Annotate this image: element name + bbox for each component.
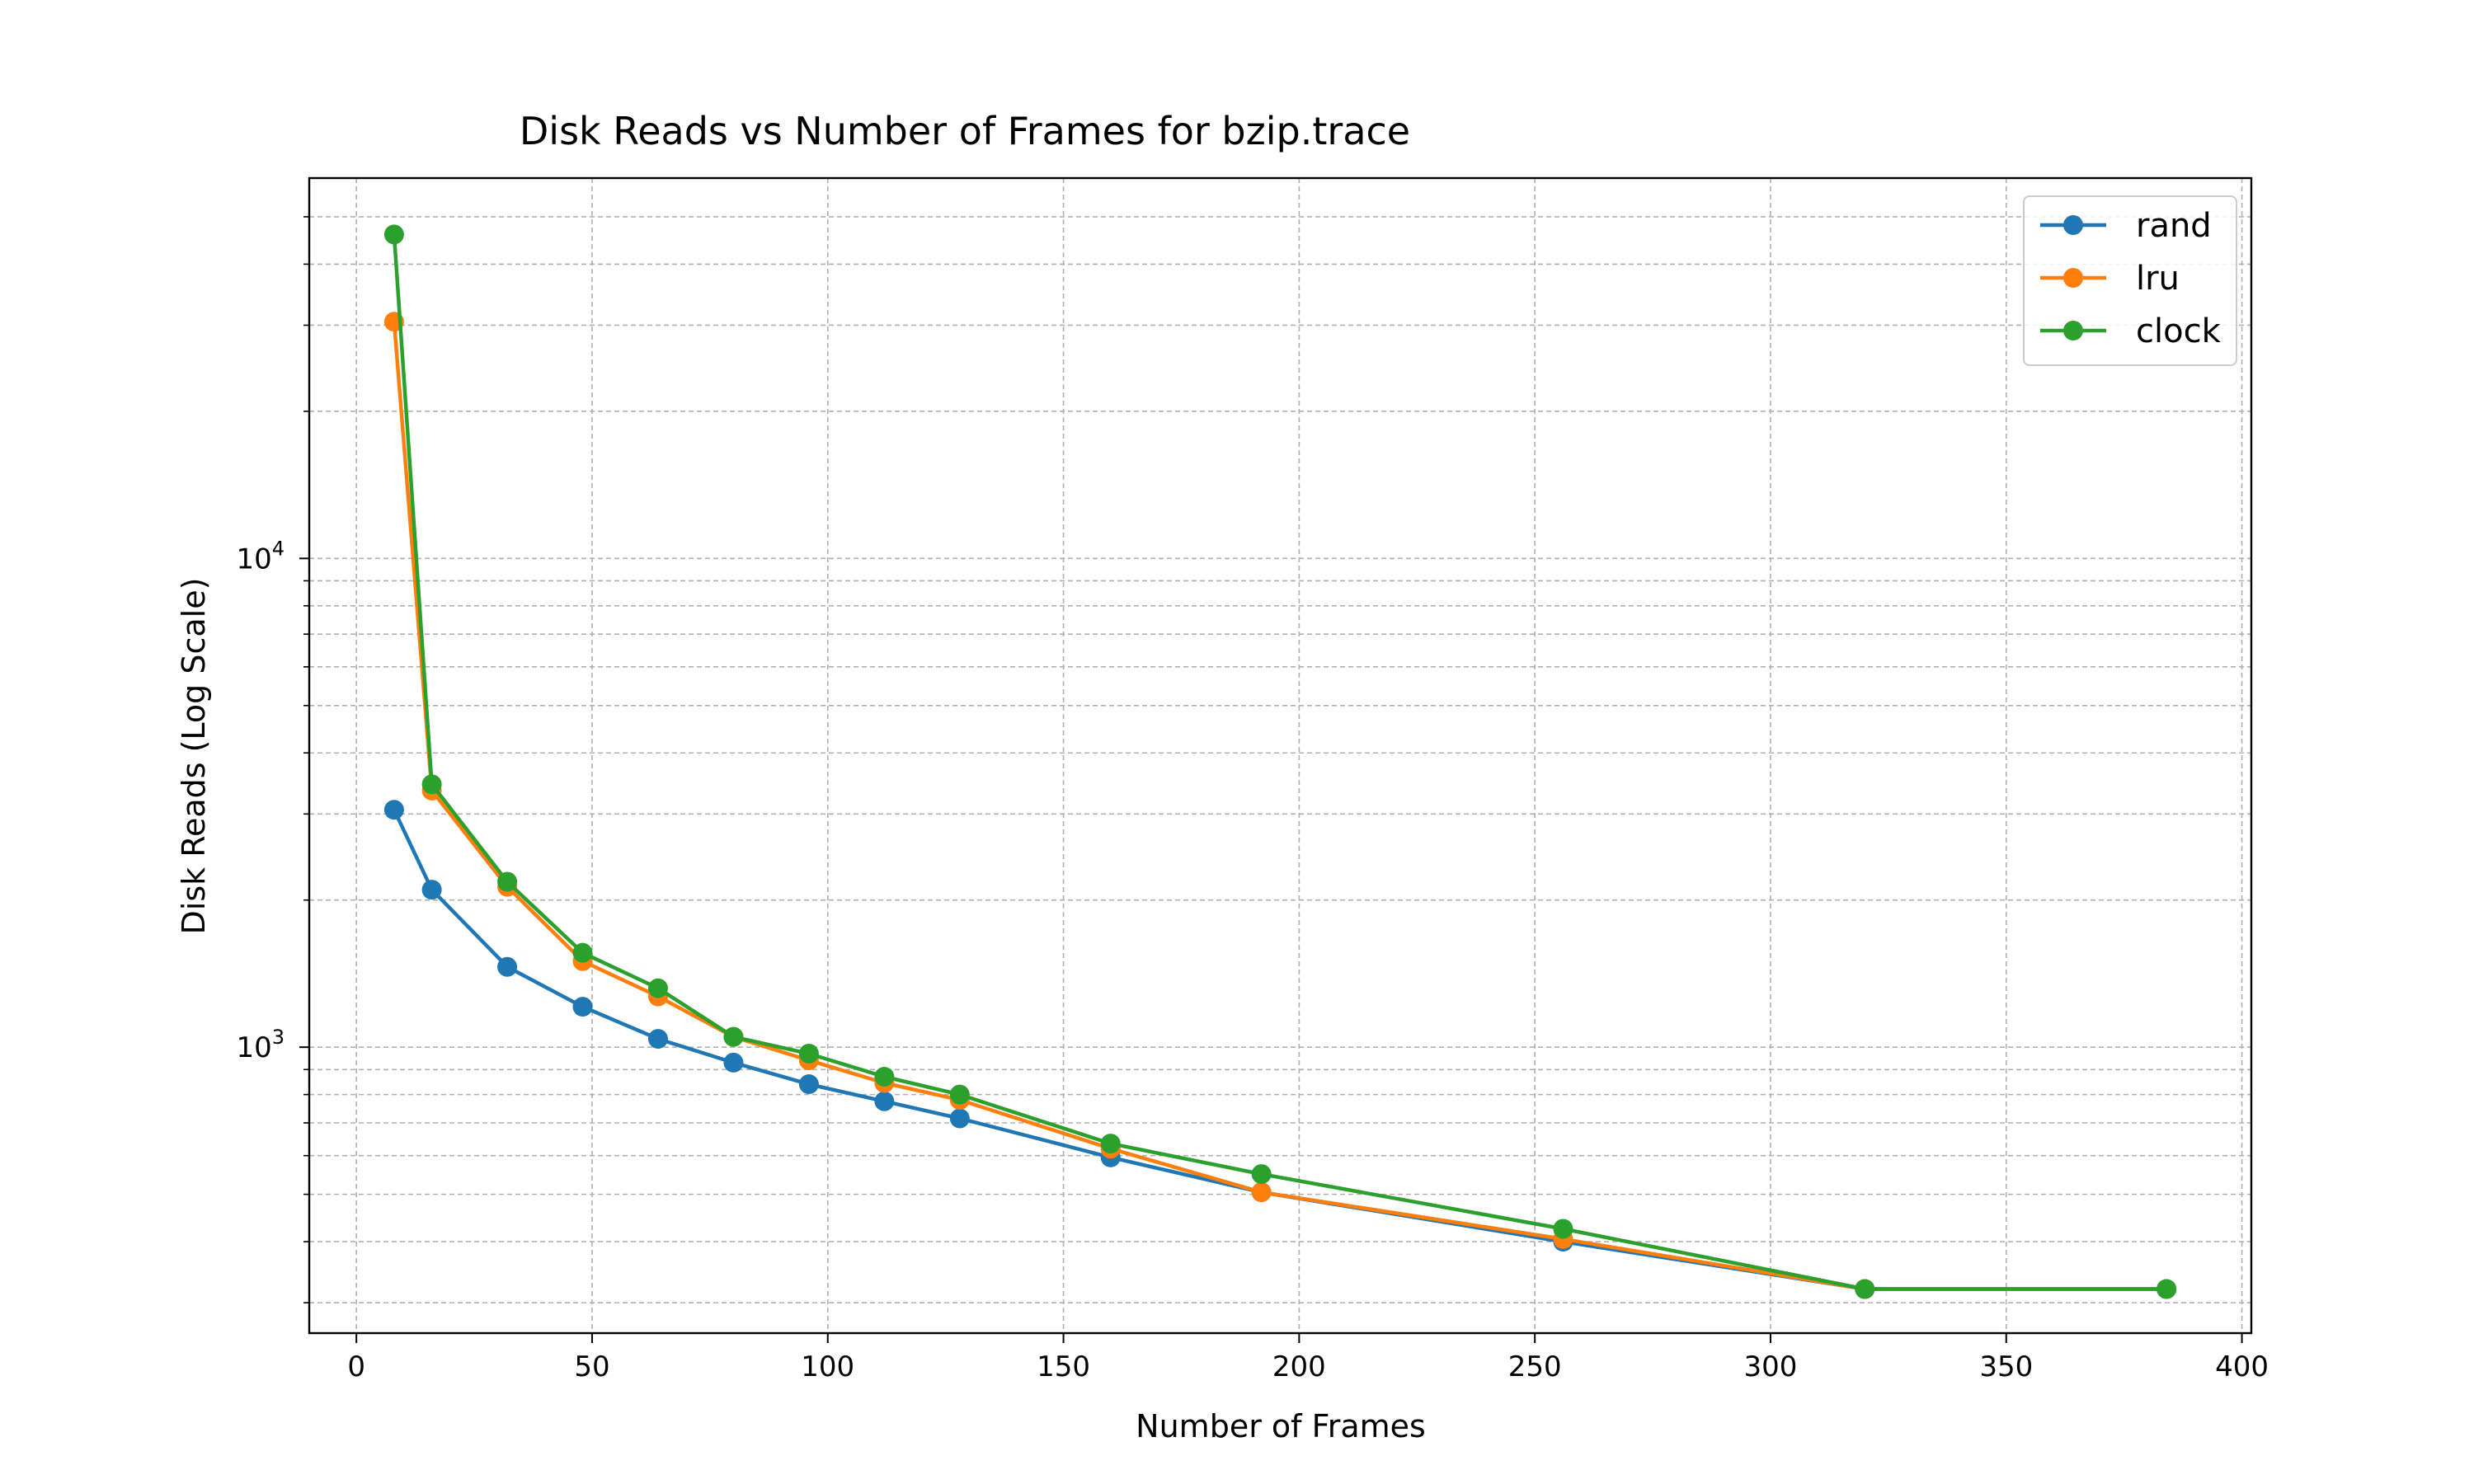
x-tick-label: 300	[1744, 1350, 1798, 1383]
plot-area-frame	[308, 176, 2253, 1335]
y-tick-label-exponent: 4	[272, 537, 285, 560]
x-tick-label: 250	[1508, 1350, 1562, 1383]
data-point-rand	[647, 1029, 668, 1050]
data-point-clock	[421, 774, 442, 795]
x-tick-label: 0	[347, 1350, 365, 1383]
y-tick-label: 104	[236, 537, 285, 575]
data-point-rand	[421, 880, 442, 900]
data-point-rand	[572, 997, 593, 1017]
legend-marker-clock	[2063, 321, 2083, 340]
y-axis-label: Disk Reads (Log Scale)	[176, 578, 212, 935]
data-point-clock	[723, 1026, 744, 1047]
x-axis-ticks: 0 50 100 150 200 250 300 350 400	[347, 1333, 2269, 1383]
legend-label-lru: lru	[2136, 260, 2180, 298]
y-tick-label-base: 10	[236, 1031, 271, 1064]
data-point-clock	[1553, 1219, 1573, 1239]
series-line-rand	[392, 809, 2167, 1291]
data-point-rand	[949, 1108, 970, 1129]
series-layer	[383, 224, 2177, 1299]
legend-label-clock: clock	[2136, 312, 2222, 350]
series-clock	[383, 224, 2177, 1299]
legend-marker-rand	[2063, 215, 2083, 235]
y-tick-label-base: 10	[236, 542, 271, 575]
series-line-lru	[392, 322, 2167, 1291]
data-point-clock	[1251, 1164, 1272, 1185]
x-tick-label: 150	[1037, 1350, 1090, 1383]
x-tick-label: 400	[2215, 1350, 2269, 1383]
x-tick-label: 200	[1272, 1350, 1326, 1383]
legend-item-rand: rand	[2040, 207, 2212, 245]
x-tick-label: 100	[801, 1350, 854, 1383]
legend-label-rand: rand	[2136, 207, 2212, 245]
x-axis-label: Number of Frames	[1136, 1408, 1426, 1444]
data-point-clock	[647, 978, 668, 998]
series-line-clock	[392, 234, 2167, 1291]
x-tick-label: 50	[574, 1350, 609, 1383]
y-tick-label-exponent: 3	[272, 1026, 285, 1049]
data-point-clock	[1855, 1279, 1875, 1299]
data-point-clock	[572, 942, 593, 963]
grid-lines	[309, 178, 2251, 1333]
data-point-clock	[383, 224, 404, 245]
data-point-clock	[2157, 1279, 2177, 1299]
data-point-rand	[874, 1091, 895, 1111]
data-point-rand	[383, 800, 404, 820]
y-tick-label: 103	[236, 1026, 285, 1064]
legend-item-lru: lru	[2040, 260, 2180, 298]
data-point-clock	[874, 1067, 895, 1087]
data-point-clock	[949, 1084, 970, 1105]
legend: rand lru clock	[2023, 195, 2237, 366]
data-point-rand	[798, 1074, 819, 1095]
legend-item-clock: clock	[2040, 312, 2222, 350]
chart-title: Disk Reads vs Number of Frames for bzip.…	[520, 109, 1410, 153]
legend-marker-lru	[2063, 268, 2083, 288]
data-point-clock	[1100, 1134, 1121, 1154]
data-point-lru	[1251, 1182, 1272, 1203]
data-point-clock	[798, 1044, 819, 1064]
data-point-rand	[497, 956, 518, 977]
data-point-clock	[497, 871, 518, 892]
x-tick-label: 350	[1979, 1350, 2033, 1383]
data-point-rand	[723, 1052, 744, 1073]
